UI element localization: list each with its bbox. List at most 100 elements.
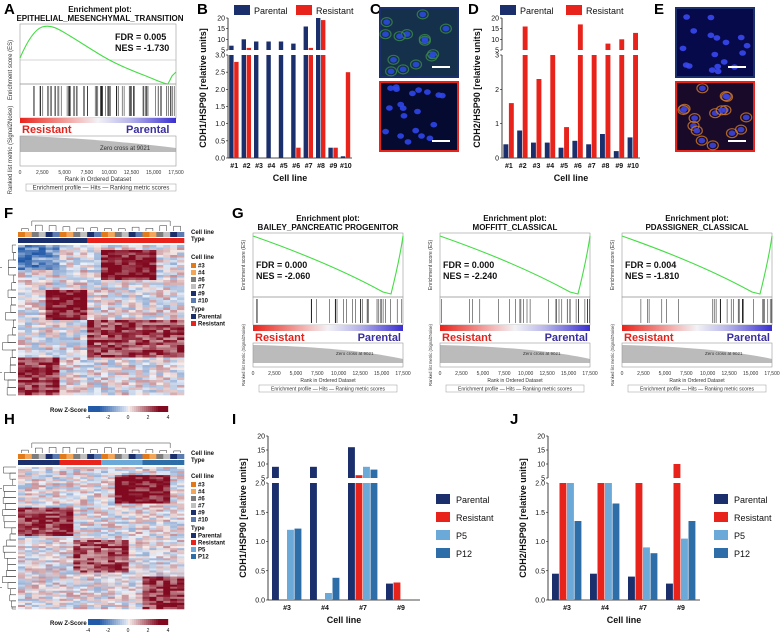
panel-g-y-label-top: Enrichment score (ES) xyxy=(428,240,434,291)
x-tick-label: #9 xyxy=(330,163,338,170)
bar-resistant xyxy=(559,483,567,600)
y-tick-label: 0.5 xyxy=(255,568,265,575)
bar-resistant xyxy=(321,55,326,158)
x-tick-label: #9 xyxy=(615,163,623,170)
y-tick-label: 5 xyxy=(221,48,225,55)
bar-resistant xyxy=(355,483,363,600)
panel-f-type-label: Type xyxy=(191,237,205,243)
panel-j-legend: Parental Resistant P5 P12 xyxy=(714,494,772,559)
bar-resistant xyxy=(564,127,569,158)
x-tick-label: #9 xyxy=(677,605,685,612)
panel-a-resistant-label: Resistant xyxy=(22,124,72,136)
bar-p5 xyxy=(681,538,688,600)
x-tick-label: #8 xyxy=(602,163,610,170)
cell-nucleus xyxy=(424,89,431,95)
y-axis-label: CDH2/HSP90 [relative units] xyxy=(472,28,482,148)
legend-cell-line: #9 xyxy=(198,511,205,517)
zscore-label: Row Z-Score xyxy=(50,408,87,414)
bar-resistant xyxy=(673,483,681,600)
bar-parental xyxy=(303,55,308,158)
y-tick-label: 20 xyxy=(537,434,545,441)
panel-a-hit-lines xyxy=(33,86,175,116)
cell-nucleus xyxy=(442,25,450,32)
x-tick-label: 17,500 xyxy=(168,170,184,176)
panel-g-legend: Enrichment profile — Hits — Ranking metr… xyxy=(458,387,572,393)
y-tick-label: 3 xyxy=(495,53,499,60)
x-tick-label: #1 xyxy=(230,163,238,170)
panel-g-parental-label: Parental xyxy=(358,332,401,344)
bar-parental-upper xyxy=(272,466,279,478)
y-tick-label: 15 xyxy=(257,448,265,455)
zscore-tick: 0 xyxy=(127,628,130,634)
panel-a-x-label: Rank in Ordered Dataset xyxy=(65,177,132,183)
x-tick-label: 5,000 xyxy=(659,371,672,377)
panel-i-legend-parental: Parental xyxy=(456,495,490,505)
bar-parental-upper xyxy=(291,43,296,50)
bar-parental xyxy=(627,137,633,158)
y-tick-label: 3.0 xyxy=(215,53,225,60)
x-tick-label: #6 xyxy=(574,163,582,170)
zscore-tick: -4 xyxy=(86,415,91,421)
x-tick-label: 10,000 xyxy=(331,371,347,377)
panel-g-gsea-plots: Enrichment plot:BAILEY_PANCREATIC PROGEN… xyxy=(241,214,780,393)
y-tick-label: 10 xyxy=(491,37,499,44)
x-tick-label: 2,500 xyxy=(637,371,650,377)
cell-nucleus xyxy=(415,87,422,93)
panel-letter-j: J xyxy=(510,411,518,428)
x-tick-label: 0 xyxy=(19,170,22,176)
bar-resistant xyxy=(333,147,338,158)
bar-parental xyxy=(590,573,597,600)
bar-p5-upper xyxy=(363,466,370,478)
panel-c-micrographs xyxy=(379,7,459,152)
y-tick-label: 2.0 xyxy=(215,87,225,94)
x-tick-label: #4 xyxy=(321,605,329,612)
y-tick-label: 15 xyxy=(491,26,499,33)
panel-g-nes: NES = -1.810 xyxy=(625,271,679,281)
cell-nucleus xyxy=(390,57,397,63)
bar-resistant-upper xyxy=(246,47,251,50)
bar-parental xyxy=(517,130,523,158)
x-tick-label: 7,500 xyxy=(680,371,693,377)
panel-a-rank-bar xyxy=(20,118,176,123)
legend-type: Resistant xyxy=(198,541,225,547)
y-tick-label: 0.0 xyxy=(255,598,265,605)
panel-j-legend-parental: Parental xyxy=(734,495,768,505)
bar-p12 xyxy=(612,503,620,600)
panel-a-title-2: EPITHELIAL_MESENCHYMAL_TRANSITION xyxy=(16,14,183,23)
panel-g-title-2: MOFFITT_CLASSICAL xyxy=(473,223,558,232)
bar-resistant xyxy=(296,147,301,158)
panel-f-row-dendrogram xyxy=(0,244,16,396)
bar-resistant-upper xyxy=(619,39,625,50)
y-tick-label: 10 xyxy=(257,462,265,469)
cell-nucleus xyxy=(685,63,693,69)
y-tick-label: 1.5 xyxy=(535,510,545,517)
panel-a-zero-cross: Zero cross at 9021 xyxy=(100,146,151,152)
zscore-label: Row Z-Score xyxy=(50,621,87,627)
panel-d-legend-resistant: Resistant xyxy=(586,6,624,16)
bar-parental-upper xyxy=(241,39,246,50)
cell-nucleus xyxy=(382,128,389,135)
cell-nucleus xyxy=(711,51,719,58)
cell-nucleus xyxy=(698,137,706,144)
bar-resistant xyxy=(591,55,597,158)
bar-resistant xyxy=(508,103,514,158)
panel-c-resistant-image xyxy=(379,81,459,152)
cell-nucleus xyxy=(399,66,407,73)
legend-cell-line: #7 xyxy=(198,285,205,291)
zscore-tick: 2 xyxy=(147,628,150,634)
x-tick-label: 7,500 xyxy=(311,371,324,377)
bar-parental xyxy=(628,576,635,600)
y-tick-label: 2.0 xyxy=(255,481,265,488)
panel-h-zscore-bar: Row Z-Score-4 -2 0 2 4 xyxy=(50,619,170,634)
bar-parental xyxy=(340,156,346,158)
x-tick-label: 12,500 xyxy=(539,371,555,377)
y-tick-label: 0.0 xyxy=(535,598,545,605)
y-tick-label: 5 xyxy=(495,48,499,55)
legend-type: P12 xyxy=(198,555,209,561)
bar-p12 xyxy=(650,553,658,600)
panel-a-parental-label: Parental xyxy=(126,124,169,136)
panel-d-legend-parental: Parental xyxy=(520,6,554,16)
x-tick-label: #7 xyxy=(639,605,647,612)
panel-g-nes: NES = -2.060 xyxy=(256,271,310,281)
